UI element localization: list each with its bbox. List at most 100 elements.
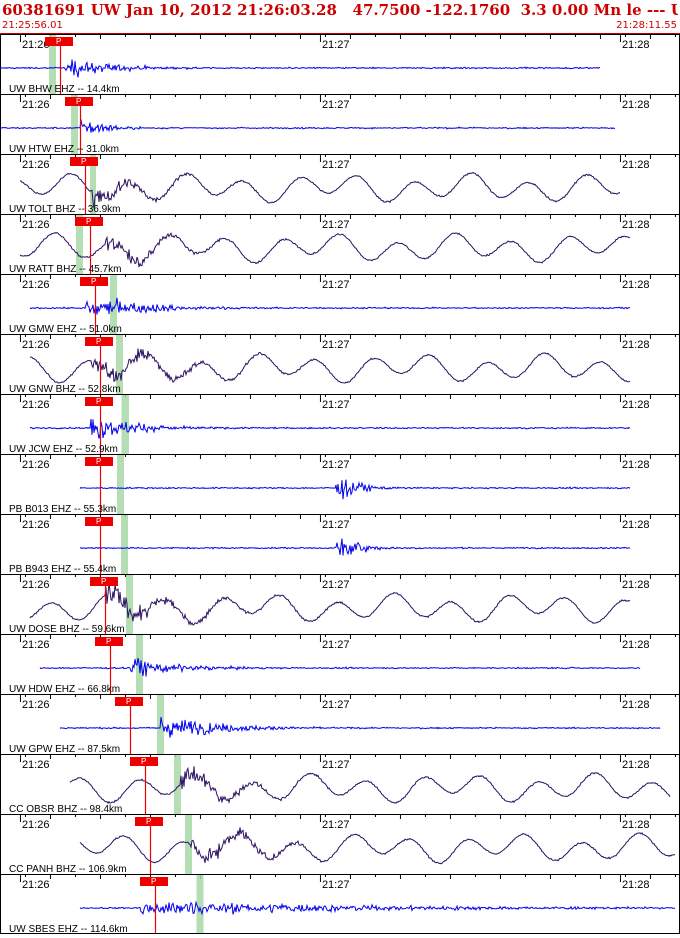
p-pick-label: P: [106, 637, 111, 646]
trace-panel: 21:26 21:27 21:28 P PB B013 EHZ -- 55.3km: [0, 454, 680, 515]
minute-tick-label: 21:26: [22, 699, 50, 711]
trace-panel: 21:26 21:27 21:28 P UW GPW EHZ -- 87.5km: [0, 694, 680, 755]
p-pick-label: P: [96, 457, 101, 466]
minute-tick-label: 21:28: [622, 459, 650, 471]
p-pick-flag: [85, 457, 113, 466]
trace-panel: 21:26 21:27 21:28 P UW GMW EHZ -- 51.0km: [0, 274, 680, 335]
waveform-trace: [29, 297, 631, 315]
minute-tick-label: 21:26: [22, 579, 50, 591]
analysis-window: [116, 335, 123, 394]
minute-tick-label: 21:28: [622, 519, 650, 531]
window-start-time: 21:25:56.01: [2, 20, 63, 31]
minute-tick-label: 21:28: [622, 579, 650, 591]
minute-tick-label: 21:26: [22, 759, 50, 771]
p-pick-flag: [115, 697, 143, 706]
minute-tick-label: 21:27: [322, 759, 350, 771]
station-label: UW GNW BHZ -- 52.8km: [9, 384, 121, 395]
minute-tick-label: 21:27: [322, 459, 350, 471]
minute-tick-label: 21:27: [322, 639, 350, 651]
p-pick-flag: [85, 397, 113, 406]
minute-tick-label: 21:27: [322, 279, 350, 291]
minute-tick-label: 21:28: [622, 759, 650, 771]
p-pick-flag: [80, 277, 108, 286]
waveform-trace: [19, 232, 631, 268]
analysis-window: [196, 875, 204, 934]
minute-tick-label: 21:27: [322, 819, 350, 831]
minute-tick-label: 21:27: [322, 159, 350, 171]
p-pick-flag: [70, 157, 98, 166]
trace-panel: 21:26 21:27 21:28 P CC OBSR BHZ -- 98.4km: [0, 754, 680, 815]
p-pick-flag: [135, 817, 163, 826]
waveform-trace: [29, 348, 631, 384]
minute-tick-label: 21:26: [22, 879, 50, 891]
trace-panel: 21:26 21:27 21:28 P CC PANH BHZ -- 106.9km: [0, 814, 680, 875]
event-header-title: 60381691 UW Jan 10, 2012 21:26:03.28 47.…: [2, 1, 678, 19]
minute-tick-label: 21:28: [622, 639, 650, 651]
p-pick-flag: [65, 97, 93, 106]
minute-tick-label: 21:27: [322, 339, 350, 351]
analysis-window: [174, 755, 181, 814]
minute-tick-label: 21:27: [322, 699, 350, 711]
p-pick-label: P: [76, 97, 81, 106]
station-label: UW GPW EHZ -- 87.5km: [9, 744, 120, 755]
waveform-trace: [79, 538, 631, 556]
minute-tick-label: 21:26: [22, 159, 50, 171]
p-pick-flag: [85, 337, 113, 346]
minute-tick-label: 21:26: [22, 339, 50, 351]
trace-panel: 21:26 21:27 21:28 P UW JCW EHZ -- 52.9km: [0, 394, 680, 455]
p-pick-label: P: [96, 337, 101, 346]
minute-tick-label: 21:26: [22, 639, 50, 651]
waveform-trace: [0, 119, 615, 134]
minute-tick-label: 21:26: [22, 219, 50, 231]
minute-tick-label: 21:28: [622, 99, 650, 111]
minute-tick-label: 21:26: [22, 459, 50, 471]
minute-tick-label: 21:27: [322, 39, 350, 51]
minute-tick-label: 21:28: [622, 399, 650, 411]
analysis-window: [126, 575, 133, 634]
p-pick-label: P: [96, 397, 101, 406]
station-label: UW BHW EHZ -- 14.4km: [9, 84, 120, 95]
analysis-window: [90, 155, 96, 214]
waveform-trace: [0, 59, 601, 78]
analysis-window: [117, 455, 124, 514]
p-pick-flag: [75, 217, 103, 226]
station-label: UW GMW EHZ -- 51.0km: [9, 324, 122, 335]
minute-tick-label: 21:26: [22, 819, 50, 831]
trace-panel: 21:26 21:27 21:28 P UW GNW BHZ -- 52.8km: [0, 334, 680, 395]
analysis-window: [49, 35, 56, 94]
minute-tick-label: 21:28: [622, 339, 650, 351]
station-label: UW RATT BHZ -- 45.7km: [9, 264, 121, 275]
minute-tick-label: 21:28: [622, 219, 650, 231]
minute-tick-label: 21:28: [622, 819, 650, 831]
p-pick-label: P: [86, 217, 91, 226]
p-pick-label: P: [146, 817, 151, 826]
trace-panel: 21:26 21:27 21:28 P UW TOLT BHZ -- 36.9km: [0, 154, 680, 215]
p-pick-flag: [140, 877, 168, 886]
waveform-trace: [79, 900, 676, 916]
station-label: UW DOSE BHZ -- 59.6km: [9, 624, 125, 635]
analysis-window: [71, 95, 78, 154]
minute-tick-label: 21:28: [622, 39, 650, 51]
p-pick-label: P: [56, 37, 61, 46]
waveform-trace: [19, 172, 621, 209]
trace-panel: 21:26 21:27 21:28 P UW HDW EHZ -- 66.8km: [0, 634, 680, 695]
minute-tick-label: 21:27: [322, 219, 350, 231]
minute-tick-label: 21:27: [322, 579, 350, 591]
p-pick-flag: [45, 37, 73, 46]
p-pick-flag: [90, 577, 118, 586]
analysis-window: [76, 215, 83, 274]
p-pick-flag: [130, 757, 158, 766]
p-pick-flag: [95, 637, 123, 646]
p-pick-label: P: [141, 757, 146, 766]
analysis-window: [110, 275, 117, 334]
minute-tick-label: 21:27: [322, 99, 350, 111]
minute-tick-label: 21:26: [22, 99, 50, 111]
minute-tick-label: 21:26: [22, 279, 50, 291]
minute-tick-label: 21:28: [622, 879, 650, 891]
waveform-trace: [39, 657, 641, 677]
station-label: UW SBES EHZ -- 114.6km: [9, 924, 128, 935]
waveform-trace: [29, 418, 631, 439]
trace-panel: 21:26 21:27 21:28 P UW BHW EHZ -- 14.4km: [0, 34, 680, 95]
